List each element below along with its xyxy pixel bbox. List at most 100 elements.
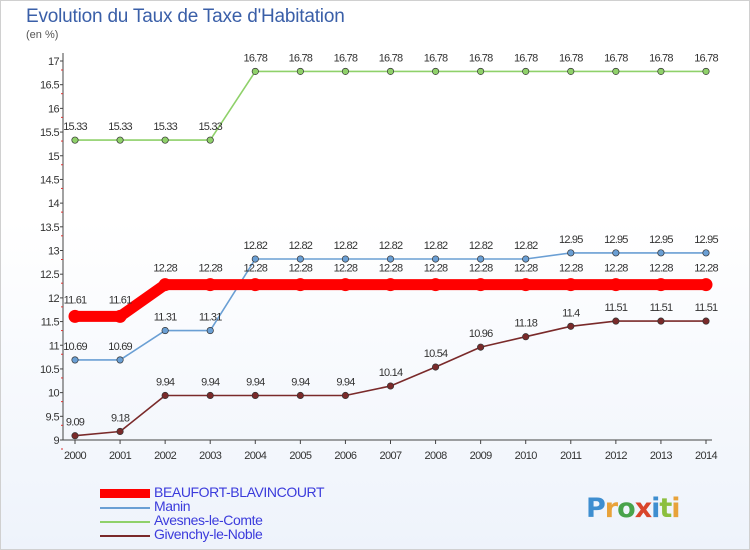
data-label-avesnes-le-comte: 16.78 xyxy=(379,52,403,64)
data-label-avesnes-le-comte: 16.78 xyxy=(649,52,673,64)
data-label-manin: 12.95 xyxy=(694,234,718,246)
data-label-avesnes-le-comte: 16.78 xyxy=(244,52,268,64)
data-point-givenchy-le-noble xyxy=(702,317,710,325)
y-tick-label: 13 xyxy=(48,246,60,258)
data-label-manin: 12.82 xyxy=(334,240,358,252)
y-tick-label: 10.5 xyxy=(40,364,59,376)
data-point-beaufort-blavincourt xyxy=(474,278,488,292)
y-tick-label: 16 xyxy=(48,103,60,115)
data-label-givenchy-le-noble: 9.94 xyxy=(291,376,310,388)
x-tick-label: 2006 xyxy=(334,450,357,462)
data-point-avesnes-le-comte xyxy=(206,136,214,144)
x-tick-label: 2014 xyxy=(695,450,718,462)
data-point-beaufort-blavincourt xyxy=(519,278,533,292)
legend-label-manin: Manin xyxy=(154,498,191,514)
data-point-manin xyxy=(206,327,214,335)
data-point-givenchy-le-noble xyxy=(612,317,620,325)
data-point-beaufort-blavincourt xyxy=(203,278,217,292)
data-point-manin xyxy=(341,255,349,263)
data-point-avesnes-le-comte xyxy=(386,67,395,75)
proxiti-logo: Proxiti xyxy=(586,493,681,524)
y-tick-label: 12 xyxy=(48,293,60,305)
data-label-beaufort-blavincourt: 12.28 xyxy=(379,263,403,275)
data-point-manin xyxy=(432,255,440,263)
data-point-beaufort-blavincourt xyxy=(654,278,668,292)
x-tick-label: 2011 xyxy=(560,450,582,462)
x-tick-label: 2012 xyxy=(605,450,628,462)
data-point-givenchy-le-noble xyxy=(432,363,440,371)
data-label-manin: 10.69 xyxy=(63,341,87,353)
data-point-givenchy-le-noble xyxy=(477,343,485,351)
data-label-beaufort-blavincourt: 12.28 xyxy=(244,263,268,275)
data-point-manin xyxy=(116,356,124,364)
x-tick-label: 2009 xyxy=(470,450,493,462)
data-label-givenchy-le-noble: 9.94 xyxy=(156,376,175,388)
data-label-beaufort-blavincourt: 12.28 xyxy=(604,263,628,275)
legend-swatch-avesnes-le-comte xyxy=(100,521,150,523)
x-tick-label: 2008 xyxy=(425,450,448,462)
x-tick-label: 2001 xyxy=(109,450,132,462)
x-tick-label: 2013 xyxy=(650,450,673,462)
y-tick-label: 17 xyxy=(48,56,60,68)
data-point-avesnes-le-comte xyxy=(341,67,349,75)
data-label-beaufort-blavincourt: 12.28 xyxy=(514,263,538,275)
data-label-avesnes-le-comte: 16.78 xyxy=(514,52,538,64)
data-point-manin xyxy=(71,356,79,364)
data-label-manin: 12.82 xyxy=(379,240,403,252)
data-point-manin xyxy=(522,255,530,263)
data-label-avesnes-le-comte: 15.33 xyxy=(108,121,132,133)
data-point-beaufort-blavincourt xyxy=(293,278,307,292)
y-tick-label: 11.5 xyxy=(41,317,60,329)
data-point-beaufort-blavincourt xyxy=(609,278,623,292)
data-label-givenchy-le-noble: 9.94 xyxy=(201,376,220,388)
data-point-givenchy-le-noble xyxy=(522,333,530,341)
data-label-beaufort-blavincourt: 11.61 xyxy=(64,294,87,306)
legend-label-beaufort-blavincourt: BEAUFORT-BLAVINCOURT xyxy=(154,484,325,500)
x-tick-label: 2004 xyxy=(244,450,267,462)
data-label-manin: 10.69 xyxy=(108,341,132,353)
data-point-manin xyxy=(251,255,259,263)
y-tick-label: 9 xyxy=(53,435,59,447)
data-point-givenchy-le-noble xyxy=(386,382,395,390)
data-point-beaufort-blavincourt xyxy=(384,278,397,292)
data-label-avesnes-le-comte: 16.78 xyxy=(334,52,358,64)
data-point-givenchy-le-noble xyxy=(251,391,259,400)
data-point-givenchy-le-noble xyxy=(341,391,349,400)
data-label-avesnes-le-comte: 16.78 xyxy=(694,52,718,64)
data-label-manin: 12.82 xyxy=(514,240,538,252)
data-point-manin xyxy=(477,255,485,263)
data-point-manin xyxy=(702,249,710,257)
data-label-manin: 11.31 xyxy=(199,312,222,324)
data-label-givenchy-le-noble: 9.09 xyxy=(66,417,85,429)
data-label-givenchy-le-noble: 11.4 xyxy=(562,307,580,319)
y-tick-label: 15 xyxy=(48,151,60,163)
legend-label-avesnes-le-comte: Avesnes-le-Comte xyxy=(154,512,263,528)
data-label-manin: 12.95 xyxy=(649,234,673,246)
data-label-avesnes-le-comte: 16.78 xyxy=(559,52,583,64)
data-label-manin: 11.31 xyxy=(154,312,177,324)
data-label-avesnes-le-comte: 16.78 xyxy=(469,52,493,64)
data-point-avesnes-le-comte xyxy=(522,67,530,75)
data-label-beaufort-blavincourt: 12.28 xyxy=(424,263,448,275)
data-point-beaufort-blavincourt xyxy=(68,309,82,323)
data-point-givenchy-le-noble xyxy=(161,391,169,400)
data-label-avesnes-le-comte: 16.78 xyxy=(424,52,448,64)
y-tick-label: 15.5 xyxy=(40,127,59,139)
data-point-avesnes-le-comte xyxy=(296,67,304,75)
data-label-beaufort-blavincourt: 12.28 xyxy=(559,263,583,275)
x-tick-label: 2007 xyxy=(379,450,402,462)
y-tick-label: 13.5 xyxy=(40,222,59,234)
legend-swatch-givenchy-le-noble xyxy=(100,535,150,537)
data-point-givenchy-le-noble xyxy=(116,427,124,436)
data-label-beaufort-blavincourt: 12.28 xyxy=(334,263,358,275)
data-point-avesnes-le-comte xyxy=(116,136,124,144)
data-label-beaufort-blavincourt: 12.28 xyxy=(153,263,177,275)
data-point-beaufort-blavincourt xyxy=(564,278,578,292)
data-label-givenchy-le-noble: 10.54 xyxy=(424,348,448,360)
chart-title: Evolution du Taux de Taxe d'Habitation xyxy=(26,6,345,27)
x-tick-label: 2002 xyxy=(154,450,177,462)
y-tick-label: 9.5 xyxy=(46,411,60,423)
data-label-beaufort-blavincourt: 12.28 xyxy=(469,263,493,275)
y-tick-label: 10 xyxy=(48,388,60,400)
